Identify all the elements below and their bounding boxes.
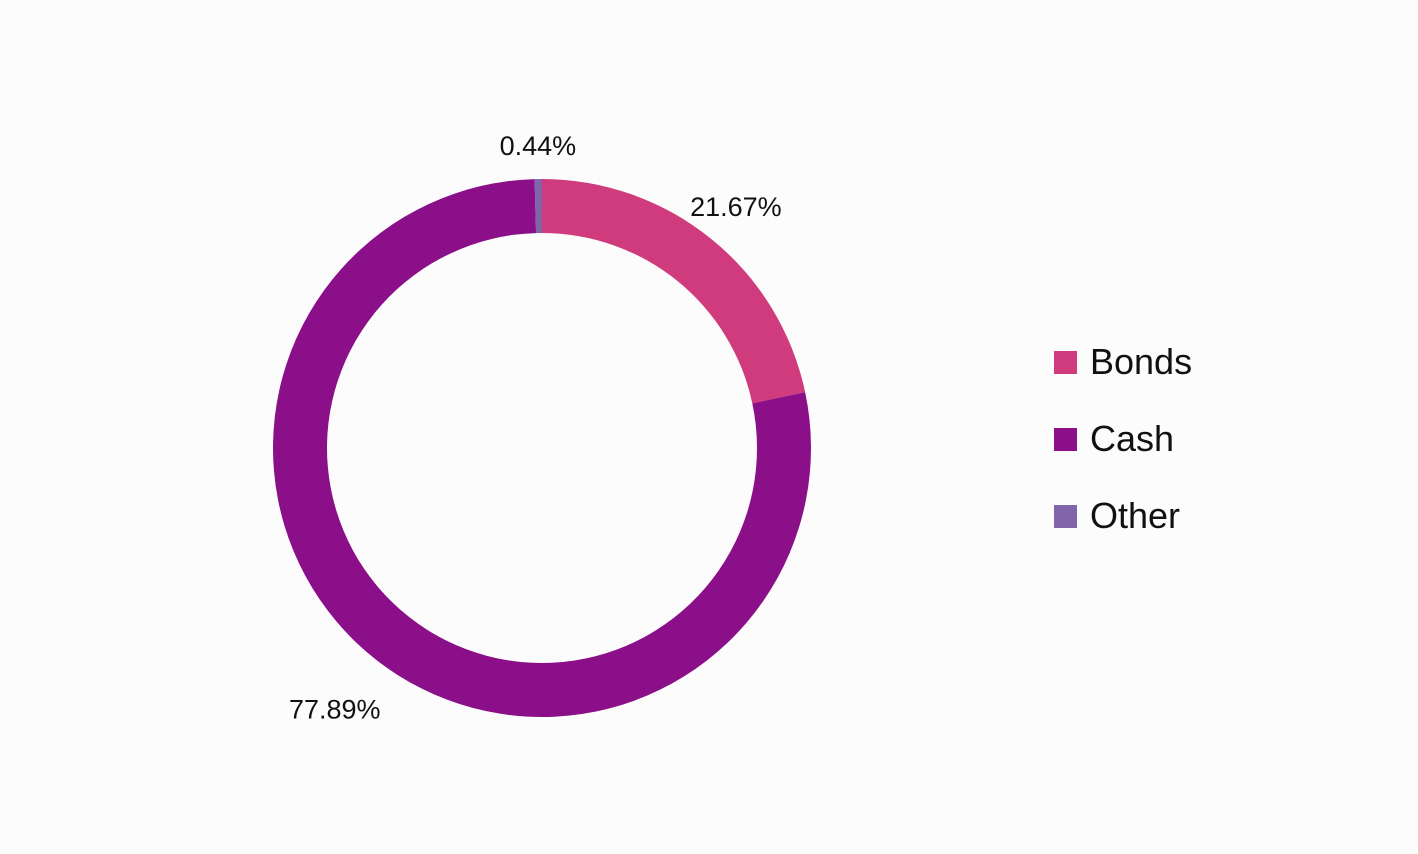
- legend-swatch-cash: [1054, 427, 1077, 451]
- data-label-bonds: 21.67%: [690, 192, 782, 222]
- legend-swatch-bonds: [1054, 350, 1077, 374]
- chart-legend: Bonds Cash Other: [1054, 340, 1192, 538]
- legend-label-cash: Cash: [1090, 418, 1175, 459]
- donut-slice-bonds: [542, 179, 806, 404]
- legend-swatch-other: [1054, 504, 1077, 528]
- legend-item-other: Other: [1054, 494, 1192, 538]
- legend-label-other: Other: [1090, 495, 1181, 536]
- legend-label-bonds: Bonds: [1090, 341, 1193, 382]
- legend-item-cash: Cash: [1054, 417, 1192, 461]
- data-label-cash: 77.89%: [289, 694, 381, 724]
- legend-item-bonds: Bonds: [1054, 340, 1192, 384]
- data-label-other: 0.44%: [500, 131, 577, 161]
- donut-slice-other: [534, 179, 542, 234]
